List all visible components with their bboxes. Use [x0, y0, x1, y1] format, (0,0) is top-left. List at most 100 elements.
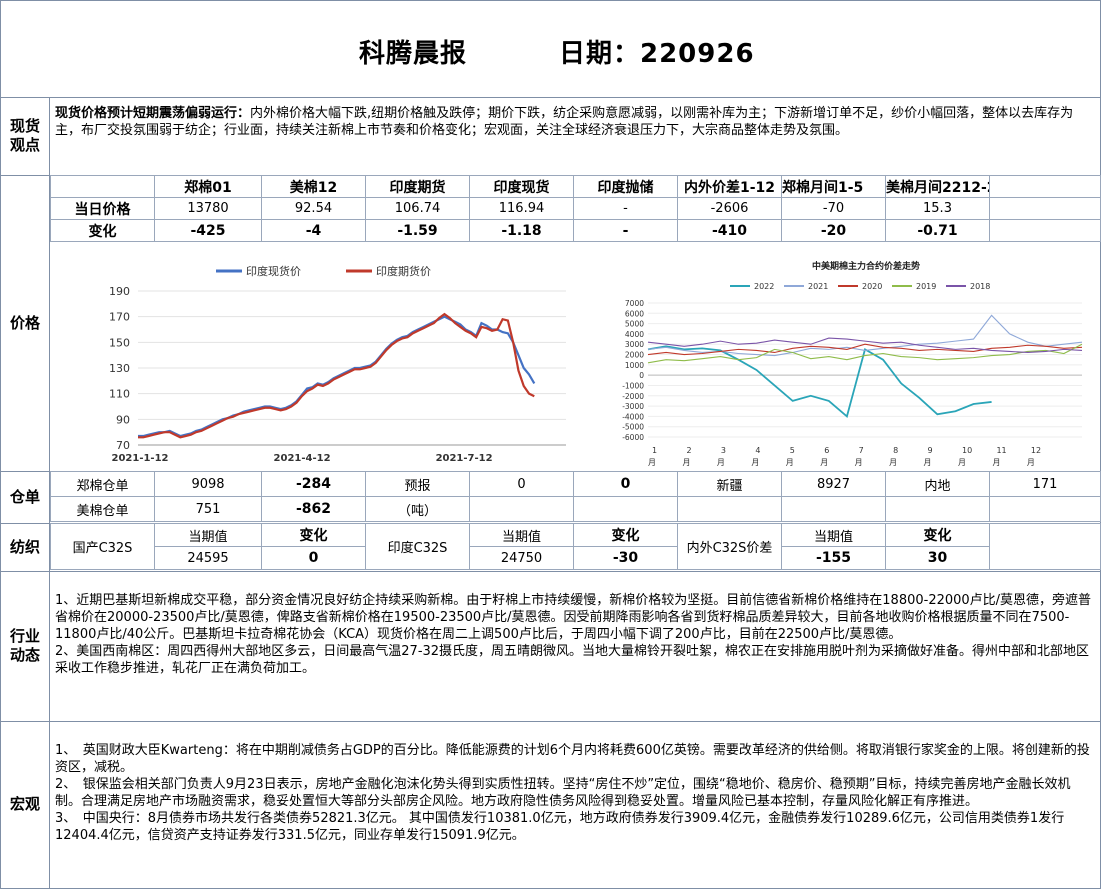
textile-cell: -30: [573, 546, 678, 570]
warehouse-cell: [885, 496, 990, 522]
textile-cell: 30: [885, 546, 990, 570]
x-tick-unit: 月: [992, 458, 1000, 467]
price-cell: -1.18: [469, 219, 574, 242]
warehouse-table: 郑棉仓单 9098 -284 预报 0 0 新疆 8927 内地 171 美棉仓单 751 -862 （…: [50, 471, 1101, 522]
series-line-3: [647, 343, 1083, 364]
x-tick-unit: 月: [751, 458, 759, 467]
price-header-cell: 内外价差1-12: [677, 175, 782, 198]
price-cell: 106.74: [365, 197, 470, 220]
price-today-row: 当日价格 13780 92.54 106.74 116.94- -2606 -70 15.3: [50, 197, 1101, 220]
price-cell: [989, 219, 1101, 242]
warehouse-cell: 郑棉仓单: [50, 471, 155, 497]
y-tick-label: 5000: [625, 320, 644, 329]
price-cell: -4: [261, 219, 366, 242]
warehouse-cell: 0: [469, 471, 574, 497]
industry-text: 1、近期巴基斯坦新棉成交平稳，部分资金情况良好纺企持续采购新棉。由于籽棉上市持续…: [50, 571, 1100, 677]
price-header-row: 郑棉01 美棉12 印度期货 印度现货 印度抛储 内外价差1-12 郑棉月间1-5 美棉月间2…: [50, 175, 1101, 198]
textile-label: 纺织: [1, 523, 50, 571]
warehouse-row-zhengzhou: 郑棉仓单 9098 -284 预报 0 0 新疆 8927 内地 171: [50, 471, 1101, 497]
legend-label: 2022: [754, 282, 774, 291]
price-cell: -: [573, 219, 678, 242]
y-tick-label: 190: [109, 285, 130, 298]
price-row-label: 当日价格: [50, 197, 155, 220]
x-tick-label: 11: [996, 446, 1006, 455]
y-tick-label: 90: [116, 413, 130, 426]
y-tick-label: -2000: [622, 392, 644, 401]
y-tick-label: 1000: [625, 361, 644, 370]
series-line-0: [138, 315, 536, 438]
y-tick-label: -6000: [622, 433, 644, 442]
y-tick-label: 150: [109, 336, 130, 349]
x-tick-label: 10: [962, 446, 972, 455]
warehouse-cell: [469, 496, 574, 522]
x-tick-label: 9: [928, 446, 933, 455]
x-tick-unit: 月: [786, 458, 794, 467]
x-tick-label: 2: [686, 446, 691, 455]
price-row-label: 变化: [50, 219, 155, 242]
x-tick-unit: 月: [855, 458, 863, 467]
macro-label: 宏观: [1, 721, 50, 888]
x-tick-unit: 月: [924, 458, 932, 467]
warehouse-cell: 美棉仓单: [50, 496, 155, 522]
price-cell: -410: [677, 219, 782, 242]
price-cell: [989, 197, 1101, 220]
legend-label: 2018: [970, 282, 990, 291]
textile-table: 国产C32S 当期值 变化 印度C32S 当期值 变化 内外C32S价差 当期值…: [50, 523, 1101, 570]
x-tick-label: 2021-4-12: [274, 453, 331, 464]
spot-view-headline: 现货价格预计短期震荡偏弱运行：: [55, 106, 251, 121]
spot-view-section: 现货 观点 现货价格预计短期震荡偏弱运行：内外棉价格大幅下跌,纽期价格触及跌停；…: [1, 97, 1100, 176]
spot-view-label: 现货 观点: [1, 97, 50, 175]
industry-label-text: 行业 动态: [9, 627, 40, 664]
x-tick-label: 2021-7-12: [436, 453, 493, 464]
warehouse-cell: 751: [154, 496, 262, 522]
warehouse-cell: -862: [261, 496, 366, 522]
price-header-cell: 印度现货: [469, 175, 574, 198]
textile-cell: 24750: [469, 546, 574, 570]
y-tick-label: 170: [109, 311, 130, 324]
x-tick-label: 12: [1031, 446, 1041, 455]
x-tick-label: 2021-1-12: [111, 453, 168, 464]
price-cell: -2606: [677, 197, 782, 220]
series-line-0: [647, 345, 992, 418]
textile-header-row: 国产C32S 当期值 变化 印度C32S 当期值 变化 内外C32S价差 当期值…: [50, 523, 1101, 570]
legend-label: 印度现货价: [246, 264, 301, 278]
textile-cell: 24595: [154, 546, 262, 570]
textile-cell: [989, 523, 1101, 570]
textile-head-cell: 变化: [261, 523, 366, 547]
y-tick-label: 2000: [625, 351, 644, 360]
warehouse-cell: 171: [989, 471, 1101, 497]
report-header: 科腾晨报 日期：220926: [1, 1, 1100, 98]
price-cell: -1.59: [365, 219, 470, 242]
x-tick-label: 3: [721, 446, 726, 455]
price-cell: 92.54: [261, 197, 366, 220]
x-tick-label: 7: [859, 446, 864, 455]
warehouse-cell: [573, 496, 678, 522]
price-cell: 13780: [154, 197, 262, 220]
y-tick-label: -5000: [622, 423, 644, 432]
y-tick-label: -1000: [622, 381, 644, 390]
x-tick-label: 1: [652, 446, 657, 455]
x-tick-label: 8: [893, 446, 898, 455]
textile-cell: 国产C32S: [50, 523, 155, 570]
price-header-cell: 郑棉01: [154, 175, 262, 198]
y-tick-label: 6000: [625, 309, 644, 318]
price-header-cell: 美棉月间2212-2312: [885, 175, 990, 198]
india-price-chart: 70 90 110 130 150 170 190 2021-1-12 2021-4-12 202…: [109, 264, 566, 464]
price-cell: -425: [154, 219, 262, 242]
warehouse-cell: 9098: [154, 471, 262, 497]
legend-label: 印度期货价: [376, 264, 431, 278]
y-tick-label: 0: [639, 371, 644, 380]
y-tick-label: -3000: [622, 402, 644, 411]
price-header-cell: [989, 175, 1101, 198]
x-tick-unit: 月: [958, 458, 966, 467]
textile-head-cell: 当期值: [781, 523, 886, 547]
price-label: 价格: [1, 175, 50, 471]
x-tick-unit: 月: [682, 458, 690, 467]
x-tick-unit: 月: [889, 458, 897, 467]
warehouse-row-us: 美棉仓单 751 -862 （吨）: [50, 496, 1101, 522]
industry-section: 行业 动态 1、近期巴基斯坦新棉成交平稳，部分资金情况良好纺企持续采购新棉。由于…: [1, 571, 1100, 722]
price-cell: -: [573, 197, 678, 220]
warehouse-cell: 预报: [365, 471, 470, 497]
